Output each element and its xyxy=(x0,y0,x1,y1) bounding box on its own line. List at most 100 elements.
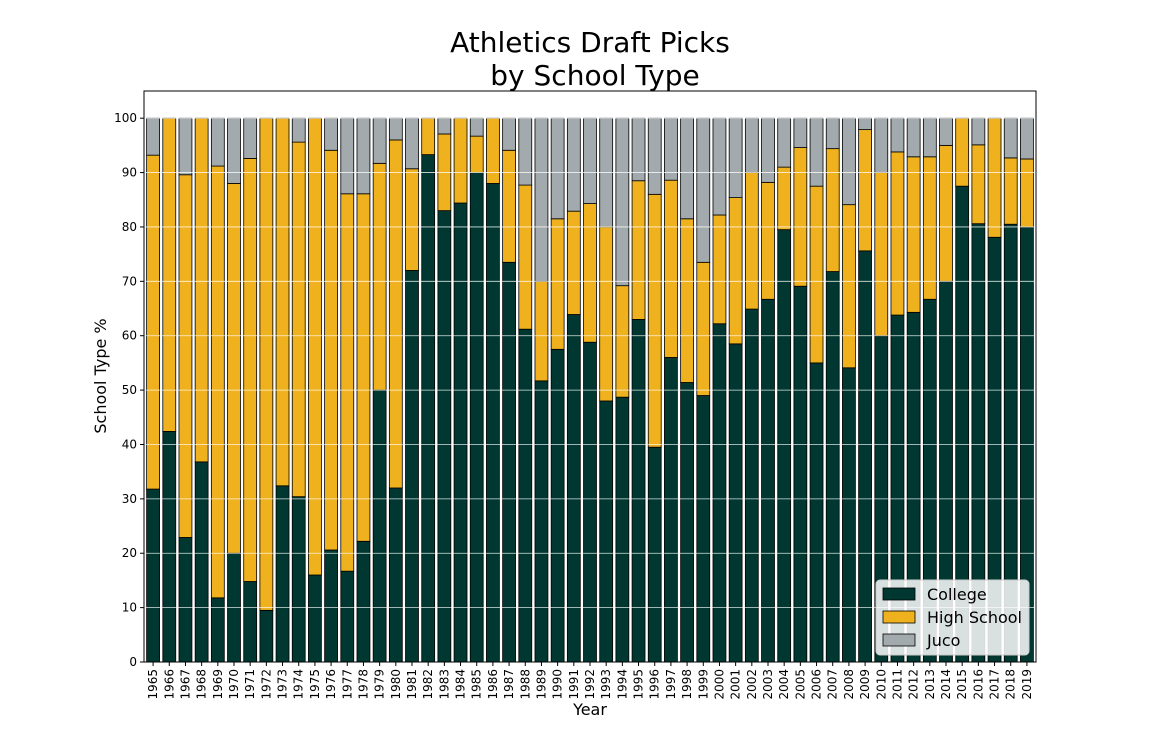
legend-label-juco: Juco xyxy=(926,631,960,650)
bar-high-school-2007 xyxy=(825,148,840,272)
bar-juco-2012 xyxy=(906,117,921,158)
y-tick-label-0: 0 xyxy=(129,655,137,669)
y-tick-label-90: 90 xyxy=(122,166,137,180)
bar-college-1994 xyxy=(615,396,630,663)
bar-high-school-1988 xyxy=(518,184,533,330)
bar-juco-1985 xyxy=(469,117,484,137)
bar-college-1981 xyxy=(405,270,419,663)
bar-college-2009 xyxy=(858,250,872,663)
x-tick-label-1978: 1978 xyxy=(356,669,370,700)
x-tick-label-1970: 1970 xyxy=(227,669,241,700)
bar-high-school-1979 xyxy=(372,162,387,391)
x-axis-label: Year xyxy=(572,700,607,719)
bar-college-1998 xyxy=(680,382,694,663)
x-tick-label-2017: 2017 xyxy=(988,669,1002,700)
y-axis-ticks: 0 10 20 30 40 50 60 70 80 90 100 xyxy=(114,111,144,669)
x-tick-label-1988: 1988 xyxy=(518,669,532,700)
bar-juco-2011 xyxy=(890,117,905,153)
bar-college-2004 xyxy=(777,229,792,663)
bar-college-1996 xyxy=(647,446,662,663)
bar-juco-1988 xyxy=(518,117,533,186)
bar-juco-1967 xyxy=(178,117,193,176)
x-tick-label-2008: 2008 xyxy=(842,669,856,700)
bar-juco-2008 xyxy=(842,117,856,206)
bar-high-school-1989 xyxy=(534,280,549,382)
bar-high-school-1992 xyxy=(583,203,597,343)
x-tick-label-1977: 1977 xyxy=(340,669,354,700)
bar-college-1966 xyxy=(162,431,177,663)
bar-high-school-2018 xyxy=(1003,157,1018,225)
bar-college-1989 xyxy=(534,380,549,663)
x-tick-label-1997: 1997 xyxy=(664,669,678,700)
legend-label-college: College xyxy=(927,585,987,604)
x-tick-label-1992: 1992 xyxy=(583,669,597,700)
bar-high-school-1996 xyxy=(647,193,662,448)
y-tick-label-60: 60 xyxy=(122,329,137,343)
bar-college-1993 xyxy=(599,400,614,663)
bar-high-school-1974 xyxy=(291,141,306,498)
x-tick-label-1990: 1990 xyxy=(551,669,565,700)
bar-juco-1970 xyxy=(227,117,241,184)
bar-college-1979 xyxy=(372,389,387,663)
bar-high-school-1973 xyxy=(275,117,290,487)
y-tick-label-20: 20 xyxy=(122,546,137,560)
x-tick-label-1975: 1975 xyxy=(308,669,322,700)
bar-juco-2016 xyxy=(971,117,986,146)
bar-college-1997 xyxy=(664,357,678,663)
x-tick-label-1999: 1999 xyxy=(696,669,710,700)
x-tick-label-2007: 2007 xyxy=(826,669,840,700)
bar-juco-1996 xyxy=(647,117,662,195)
x-tick-label-1982: 1982 xyxy=(421,669,435,700)
y-tick-label-50: 50 xyxy=(122,383,137,397)
x-tick-label-2015: 2015 xyxy=(955,669,969,700)
x-tick-label-1967: 1967 xyxy=(178,669,192,700)
bar-juco-2014 xyxy=(939,117,953,146)
bar-college-1995 xyxy=(631,318,646,663)
bar-college-1965 xyxy=(146,488,160,663)
bar-college-1991 xyxy=(566,314,581,663)
x-tick-label-1996: 1996 xyxy=(648,669,662,700)
bar-high-school-2006 xyxy=(809,185,824,364)
bar-high-school-1967 xyxy=(178,174,193,538)
bar-college-1978 xyxy=(356,540,371,663)
bar-juco-2005 xyxy=(793,117,808,148)
x-tick-label-1974: 1974 xyxy=(292,669,306,700)
x-tick-label-2016: 2016 xyxy=(971,669,985,700)
bar-college-1972 xyxy=(259,609,274,663)
bar-high-school-2019 xyxy=(1020,158,1034,228)
x-tick-label-1991: 1991 xyxy=(567,669,581,700)
legend-swatch-juco xyxy=(882,633,916,647)
bar-college-2006 xyxy=(809,362,824,663)
y-tick-label-30: 30 xyxy=(122,492,137,506)
bar-juco-1990 xyxy=(550,117,565,220)
x-tick-label-1966: 1966 xyxy=(162,669,176,700)
x-tick-label-2004: 2004 xyxy=(777,669,791,700)
bar-college-1980 xyxy=(388,487,403,663)
x-axis-ticks: 1965 1966 1967 1968 1969 1970 1971 1972 1973 1974… xyxy=(146,662,1034,700)
x-tick-label-1976: 1976 xyxy=(324,669,338,700)
legend-swatch-college xyxy=(882,587,916,601)
x-tick-label-1971: 1971 xyxy=(243,669,257,700)
bar-college-1985 xyxy=(469,172,484,663)
bar-high-school-2005 xyxy=(793,147,808,287)
bar-high-school-1969 xyxy=(210,165,225,599)
bar-college-1968 xyxy=(194,461,209,663)
bar-high-school-2011 xyxy=(890,151,905,316)
bar-high-school-1993 xyxy=(599,226,614,402)
bar-high-school-1968 xyxy=(194,117,209,463)
bar-high-school-2009 xyxy=(858,129,872,252)
bar-juco-2007 xyxy=(825,117,840,150)
bar-juco-1983 xyxy=(437,117,452,135)
x-tick-label-2010: 2010 xyxy=(874,669,888,700)
bar-high-school-2015 xyxy=(955,117,970,187)
bar-high-school-1984 xyxy=(453,117,468,204)
bar-high-school-2016 xyxy=(971,144,986,225)
x-tick-label-2013: 2013 xyxy=(923,669,937,700)
x-tick-label-1981: 1981 xyxy=(405,669,419,700)
legend-label-high-school: High School xyxy=(927,608,1022,627)
x-tick-label-2002: 2002 xyxy=(745,669,759,700)
y-tick-label-80: 80 xyxy=(122,220,137,234)
bar-juco-2018 xyxy=(1003,117,1018,159)
x-tick-label-1973: 1973 xyxy=(276,669,290,700)
